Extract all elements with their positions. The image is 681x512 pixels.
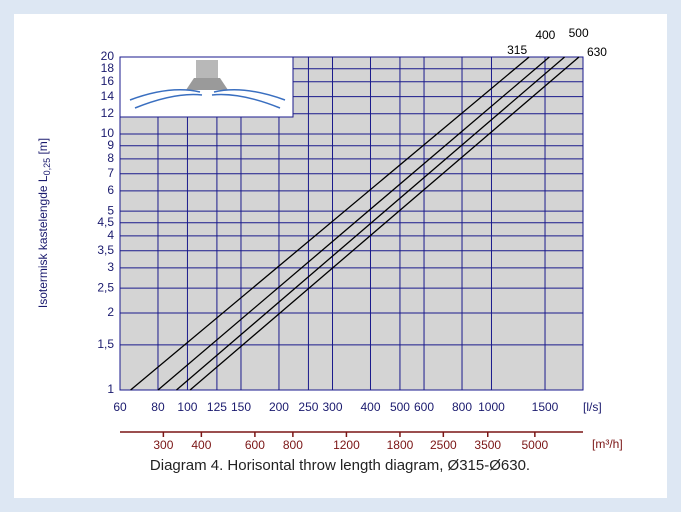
x-tick-label: 250: [298, 400, 318, 414]
y-tick-label: 4,5: [97, 215, 114, 229]
y-tick-label: 9: [107, 138, 114, 152]
x2-tick-label: 3500: [474, 438, 501, 452]
diffuser: [186, 78, 228, 90]
x2-tick-label: 400: [191, 438, 211, 452]
y-tick-label: 7: [107, 166, 114, 180]
y-label-main: Isotermisk kastelengde L: [36, 175, 50, 308]
y-tick-label: 8: [107, 151, 114, 165]
x2-tick-label: 1800: [387, 438, 414, 452]
y-tick-label: 1,5: [97, 337, 114, 351]
x-tick-label: 150: [231, 400, 251, 414]
y-tick-label: 16: [101, 74, 115, 88]
series-line: [189, 56, 580, 391]
y-label-unit: [m]: [36, 138, 50, 155]
x-tick-label: 300: [322, 400, 342, 414]
y-tick-label: 5: [107, 203, 114, 217]
series-label: 630: [587, 45, 607, 59]
x2-tick-label: 600: [245, 438, 265, 452]
y-tick-label: 18: [101, 61, 115, 75]
x2-tick-label: 2500: [430, 438, 457, 452]
x-tick-label: 1500: [532, 400, 559, 414]
plot-frame: [119, 56, 584, 391]
y-tick-label: 20: [101, 49, 115, 63]
y-tick-label: 10: [101, 126, 115, 140]
x-tick-label: 500: [390, 400, 410, 414]
y-tick-label: 12: [101, 106, 115, 120]
series-line: [157, 56, 550, 391]
y-tick-label: 2: [107, 305, 114, 319]
x-tick-label: 400: [360, 400, 380, 414]
x2-tick-label: 800: [283, 438, 303, 452]
x-tick-label: 100: [177, 400, 197, 414]
x-tick-label: 80: [151, 400, 165, 414]
duct: [196, 60, 218, 78]
series-label: 315: [507, 43, 527, 57]
series-line: [176, 56, 566, 391]
x2-tick-label: 5000: [522, 438, 549, 452]
series-label: 400: [535, 28, 555, 42]
y-tick-label: 3: [107, 260, 114, 274]
x-tick-label: 200: [269, 400, 289, 414]
x-tick-label: 800: [452, 400, 472, 414]
y-tick-label: 2,5: [97, 280, 114, 294]
series-label: 500: [569, 26, 589, 40]
inset: [119, 56, 294, 118]
series-line: [130, 56, 530, 391]
x2-tick-label: 300: [153, 438, 173, 452]
y-tick-label: 3,5: [97, 243, 114, 257]
y-tick-label: 6: [107, 183, 114, 197]
x-axis-label: [l/s]: [583, 400, 602, 414]
x-tick-label: 60: [113, 400, 127, 414]
y-label-sub: 0,25: [42, 158, 52, 176]
x-tick-label: 125: [207, 400, 227, 414]
y-tick-label: 1: [107, 382, 114, 396]
x2-tick-label: 1200: [333, 438, 360, 452]
y-tick-label: 14: [101, 89, 115, 103]
caption: Diagram 4. Horisontal throw length diagr…: [150, 457, 530, 474]
y-axis-label: Isotermisk kastelengde L0,25 [m]: [36, 138, 52, 308]
y-tick-label: 4: [107, 228, 114, 242]
airflow: [129, 89, 286, 109]
x-tick-label: 1000: [478, 400, 505, 414]
x2-axis-label: [m³/h]: [592, 437, 623, 451]
x-tick-label: 600: [414, 400, 434, 414]
